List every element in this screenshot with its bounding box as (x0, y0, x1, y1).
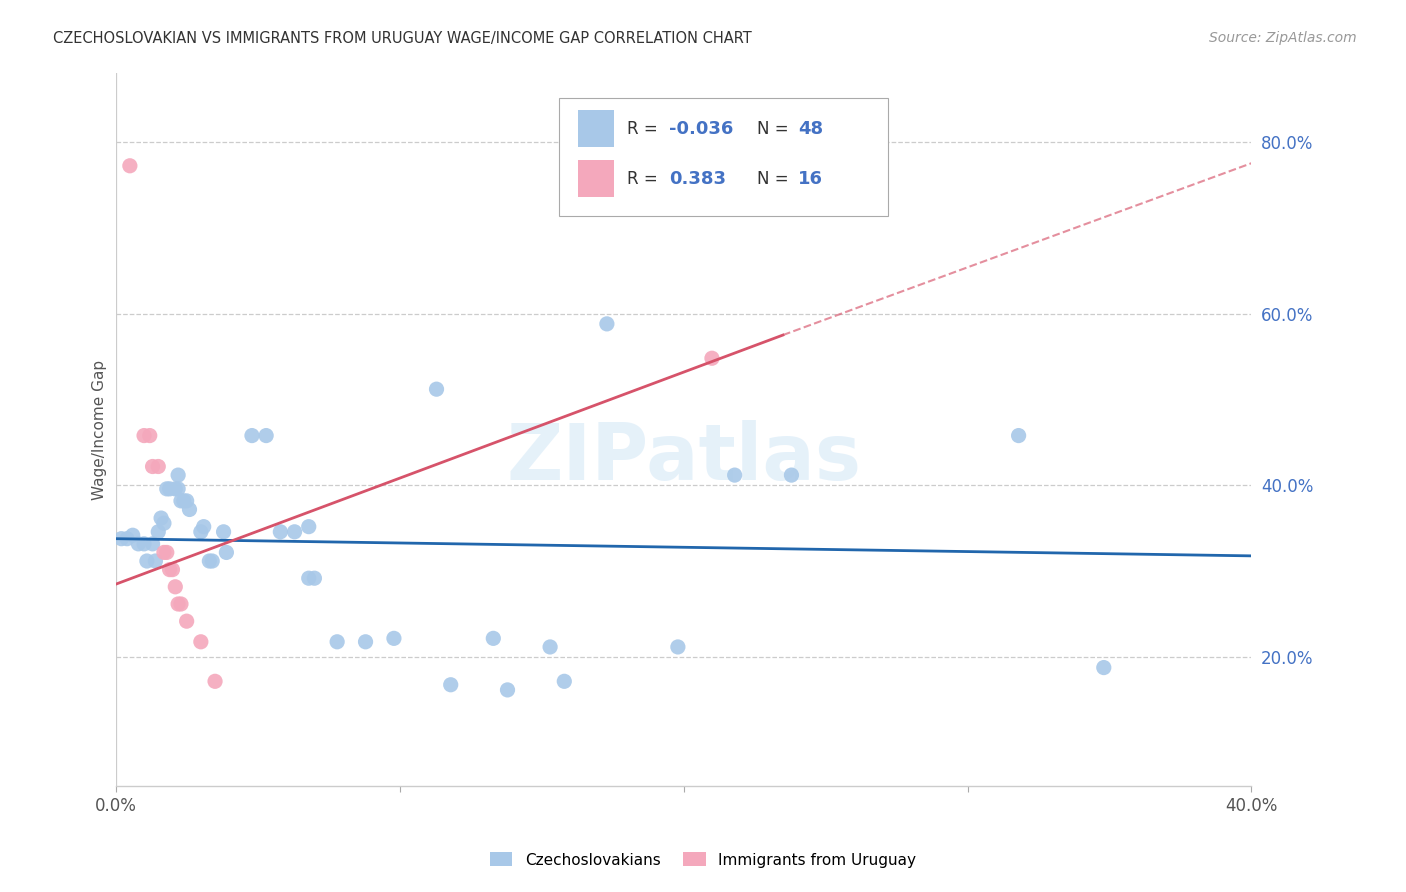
Point (162, 563, 184, 577)
Point (176, 614, 198, 628)
Point (138, 428, 160, 442)
Point (165, 482, 187, 496)
Text: ZIPatlas: ZIPatlas (506, 420, 860, 496)
Text: 16: 16 (799, 169, 824, 187)
Point (115, 532, 138, 546)
Point (298, 519, 321, 533)
Point (170, 494, 193, 508)
Point (176, 494, 198, 508)
Point (440, 678, 463, 692)
Point (240, 428, 263, 442)
Point (190, 634, 212, 648)
Point (142, 537, 165, 551)
Point (482, 632, 505, 646)
Text: N =: N = (758, 169, 794, 187)
FancyBboxPatch shape (578, 160, 614, 197)
Point (135, 554, 157, 568)
Point (179, 502, 201, 516)
Point (150, 511, 173, 525)
Point (145, 554, 167, 568)
Point (304, 571, 326, 585)
Point (201, 554, 224, 568)
Point (153, 516, 176, 531)
Point (156, 482, 179, 496)
Point (354, 634, 377, 648)
Point (1007, 428, 1029, 442)
Point (254, 428, 277, 442)
Point (596, 317, 619, 331)
Point (780, 468, 803, 483)
Point (283, 524, 305, 539)
Legend: Czechoslovakians, Immigrants from Uruguay: Czechoslovakians, Immigrants from Urugua… (484, 847, 922, 873)
Point (121, 528, 143, 542)
Text: Source: ZipAtlas.com: Source: ZipAtlas.com (1209, 31, 1357, 45)
Point (167, 468, 190, 483)
Point (1092, 660, 1115, 674)
Point (496, 682, 519, 697)
Point (724, 468, 747, 483)
Text: R =: R = (627, 169, 662, 187)
Point (118, 159, 141, 173)
Text: R =: R = (627, 120, 662, 137)
Point (425, 382, 447, 396)
Point (165, 580, 187, 594)
Point (170, 597, 193, 611)
Text: -0.036: -0.036 (669, 120, 733, 137)
Point (204, 674, 226, 689)
Point (700, 351, 723, 366)
Point (153, 545, 176, 559)
FancyBboxPatch shape (558, 98, 889, 216)
Point (538, 640, 561, 654)
Point (382, 632, 405, 646)
Point (167, 597, 190, 611)
Point (666, 640, 689, 654)
Point (553, 674, 575, 689)
Point (298, 571, 321, 585)
Point (159, 482, 181, 496)
Text: N =: N = (758, 120, 794, 137)
Point (190, 524, 212, 539)
Point (269, 524, 291, 539)
Point (212, 524, 235, 539)
Point (132, 428, 155, 442)
Point (148, 524, 170, 539)
Point (132, 537, 155, 551)
Point (173, 494, 195, 508)
Point (142, 459, 165, 474)
Point (156, 545, 179, 559)
Point (159, 563, 181, 577)
Point (148, 459, 170, 474)
Point (110, 532, 132, 546)
Point (198, 554, 221, 568)
Y-axis label: Wage/Income Gap: Wage/Income Gap (93, 359, 107, 500)
Point (193, 519, 215, 533)
Point (127, 537, 149, 551)
Point (326, 634, 349, 648)
Point (215, 545, 238, 559)
Point (167, 482, 190, 496)
Text: 0.383: 0.383 (669, 169, 725, 187)
Text: 48: 48 (799, 120, 824, 137)
Text: CZECHOSLOVAKIAN VS IMMIGRANTS FROM URUGUAY WAGE/INCOME GAP CORRELATION CHART: CZECHOSLOVAKIAN VS IMMIGRANTS FROM URUGU… (53, 31, 752, 46)
FancyBboxPatch shape (578, 110, 614, 147)
